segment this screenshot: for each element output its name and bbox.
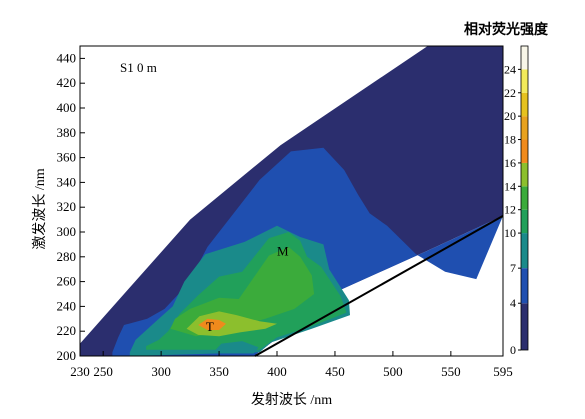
y-tick-label: 420 [57, 75, 77, 90]
y-tick-label: 280 [57, 249, 77, 264]
colorbar-tick-label: 0 [510, 343, 516, 357]
colorbar-tick-label: 18 [504, 133, 516, 147]
peak-label-m: M [277, 244, 289, 259]
colorbar-frame [520, 45, 529, 351]
colorbar-tick-label: 7 [510, 261, 516, 275]
sample-label: S1 0 m [120, 60, 157, 75]
x-tick-label: 350 [209, 364, 229, 379]
colorbar-segment [521, 116, 528, 140]
colorbar-segment [521, 46, 528, 70]
x-tick-label: 230 [70, 364, 90, 379]
y-tick-label: 320 [57, 199, 77, 214]
x-tick-label: 400 [267, 364, 287, 379]
colorbar-tick-label: 22 [504, 86, 516, 100]
contour-regions [80, 46, 503, 356]
colorbar-segment [521, 139, 528, 163]
y-axis-title: 激发波长 /nm [31, 168, 48, 249]
contour-region [213, 341, 259, 354]
contour-region [198, 318, 226, 330]
y-tick-label: 300 [57, 224, 77, 239]
x-tick-label: 250 [93, 364, 113, 379]
colorbar-segment [521, 92, 528, 117]
y-tick-label: 360 [57, 150, 77, 165]
colorbar-segment [521, 69, 528, 93]
colorbar-tick-label: 16 [504, 156, 516, 170]
y-tick-label: 380 [57, 125, 77, 140]
colorbar-segment [521, 233, 528, 269]
y-axis: 200 220 240 260 280 300 320 340 360 380 400 420 440 [57, 50, 85, 363]
rayleigh-scatter-boundary [254, 215, 504, 357]
x-tick-label: 300 [151, 364, 171, 379]
colorbar-segment [521, 186, 528, 210]
y-tick-label: 400 [57, 100, 77, 115]
colorbar-tick-label: 14 [504, 179, 516, 193]
colorbar-tick-label: 24 [504, 62, 516, 76]
x-tick-label: 550 [441, 364, 461, 379]
contour-region [170, 246, 315, 337]
colorbar-title: 相对荧光强度 [464, 21, 549, 38]
y-tick-label: 240 [57, 298, 77, 313]
y-tick-label: 220 [57, 323, 77, 338]
colorbar-segment [521, 209, 528, 234]
colorbar-tick-label: 12 [504, 203, 516, 217]
colorbar-segment [521, 268, 528, 304]
y-tick-label: 340 [57, 174, 77, 189]
colorbar-tick-label: 20 [504, 109, 516, 123]
colorbar-tick-label: 4 [510, 296, 516, 310]
x-tick-label: 595 [493, 364, 513, 379]
colorbar-tick-label: 10 [504, 226, 516, 240]
y-tick-label: 260 [57, 274, 77, 289]
colorbar-segment [521, 303, 528, 350]
peak-labels: MT [206, 244, 289, 335]
peak-label-t: T [206, 319, 214, 334]
x-axis-title: 发射波长 /nm [251, 392, 332, 408]
colorbar: 0 4 7 10 12 14 16 18 20 22 24 [504, 45, 529, 357]
colorbar-segment [521, 162, 528, 187]
x-axis: 230 250 300 350 400 450 500 550 595 [70, 351, 513, 379]
x-tick-label: 450 [325, 364, 345, 379]
y-tick-label: 440 [57, 50, 77, 65]
y-tick-label: 200 [57, 348, 77, 363]
plot-frame [79, 45, 504, 357]
x-tick-label: 500 [383, 364, 403, 379]
